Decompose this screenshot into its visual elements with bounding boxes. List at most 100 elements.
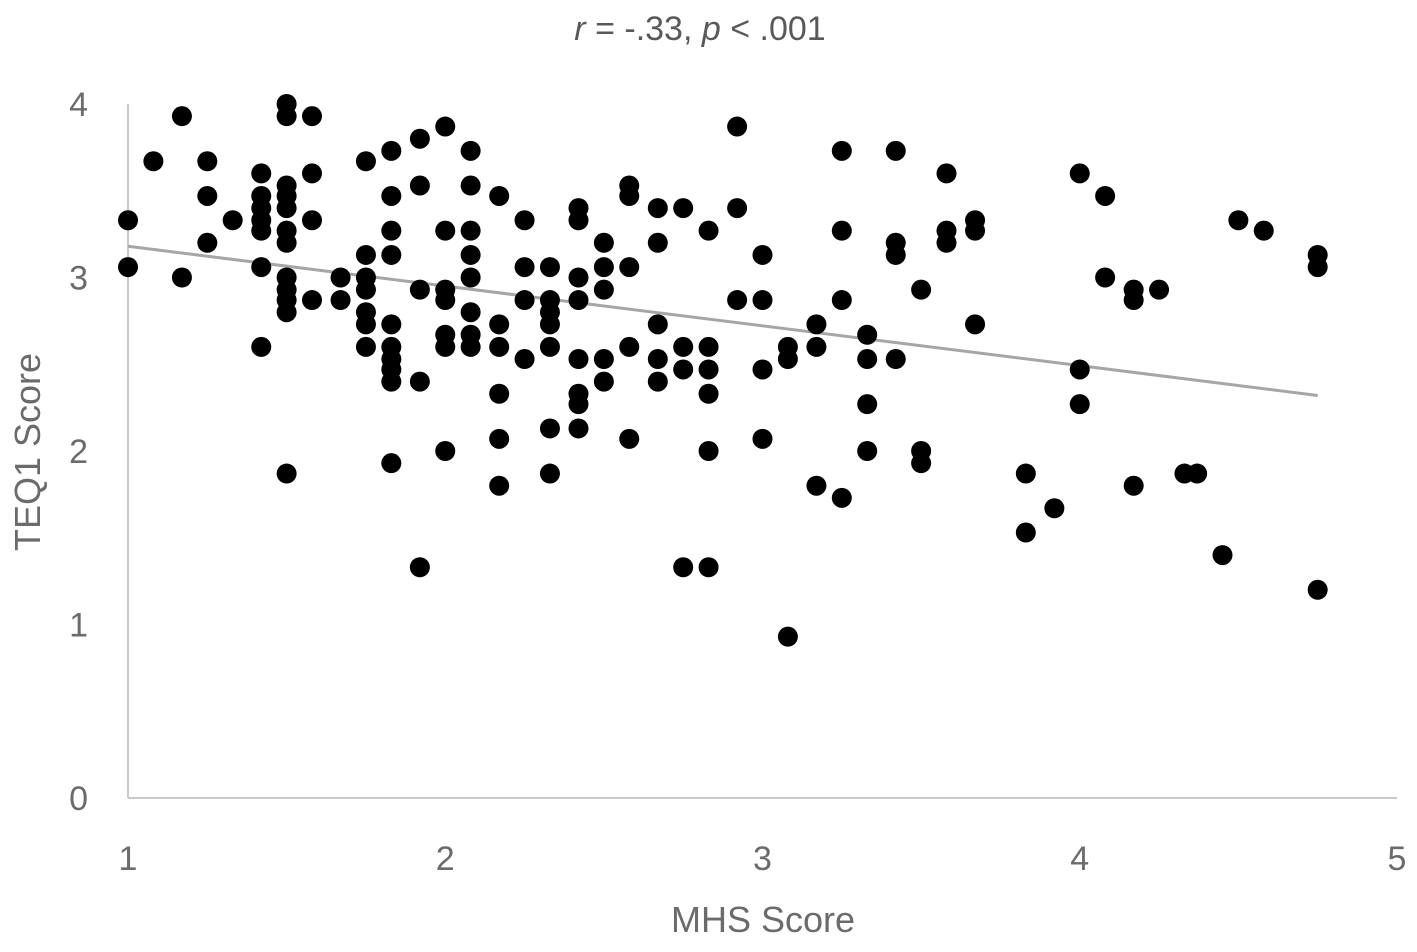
data-point bbox=[1069, 163, 1090, 184]
data-point bbox=[1015, 463, 1036, 484]
data-point bbox=[698, 383, 719, 404]
data-point bbox=[857, 441, 878, 461]
data-point bbox=[276, 302, 297, 323]
data-point bbox=[1069, 394, 1090, 415]
data-point bbox=[673, 336, 694, 357]
data-point bbox=[885, 140, 906, 161]
title-p-symbol: p bbox=[701, 10, 721, 48]
data-point bbox=[698, 557, 719, 578]
data-point bbox=[381, 220, 402, 241]
data-point bbox=[1253, 220, 1274, 241]
data-point bbox=[1307, 257, 1328, 278]
data-point bbox=[489, 185, 510, 206]
data-point bbox=[1123, 290, 1144, 311]
data-point bbox=[355, 279, 376, 300]
data-point bbox=[302, 163, 323, 184]
data-point bbox=[647, 198, 668, 219]
data-point bbox=[831, 290, 852, 311]
data-point bbox=[1187, 463, 1208, 484]
data-point bbox=[514, 349, 535, 370]
data-point bbox=[857, 324, 878, 345]
data-point bbox=[276, 232, 297, 253]
data-point bbox=[539, 257, 560, 278]
data-point bbox=[1095, 185, 1116, 206]
data-point bbox=[806, 475, 827, 496]
data-point bbox=[568, 210, 589, 231]
axes bbox=[127, 104, 1397, 799]
data-point bbox=[302, 290, 323, 311]
data-point bbox=[1228, 210, 1249, 231]
y-tick-labels: 0 1 2 3 4 bbox=[69, 86, 88, 818]
y-tick-label: 0 bbox=[69, 780, 88, 818]
data-point bbox=[539, 336, 560, 357]
data-point bbox=[965, 220, 986, 241]
data-point bbox=[806, 336, 827, 357]
trendline-layer bbox=[127, 244, 1318, 397]
data-point bbox=[831, 487, 852, 508]
x-tick-label: 5 bbox=[1388, 840, 1407, 878]
data-point bbox=[568, 394, 589, 415]
data-point bbox=[355, 151, 376, 172]
data-point bbox=[619, 336, 640, 357]
data-point bbox=[1149, 279, 1170, 300]
x-tick-label: 4 bbox=[1070, 840, 1089, 878]
data-point bbox=[197, 185, 218, 206]
data-point bbox=[539, 418, 560, 439]
data-point bbox=[568, 418, 589, 439]
data-point bbox=[885, 349, 906, 370]
data-point bbox=[409, 128, 430, 149]
data-point bbox=[673, 359, 694, 380]
data-point bbox=[514, 257, 535, 278]
data-point bbox=[698, 220, 719, 241]
x-tick-label: 2 bbox=[436, 840, 455, 878]
data-point bbox=[698, 359, 719, 380]
data-point bbox=[911, 453, 932, 474]
data-point bbox=[276, 106, 297, 127]
data-point bbox=[936, 232, 957, 253]
x-axis-title: MHS Score bbox=[671, 899, 855, 940]
data-point bbox=[539, 463, 560, 484]
data-point bbox=[381, 314, 402, 335]
data-point bbox=[409, 371, 430, 392]
y-axis-title: TEQ1 Score bbox=[7, 353, 48, 551]
data-point bbox=[460, 220, 481, 241]
data-point bbox=[381, 140, 402, 161]
data-point bbox=[276, 463, 297, 484]
data-point bbox=[330, 290, 351, 311]
data-point bbox=[514, 210, 535, 231]
data-point bbox=[539, 314, 560, 335]
data-point bbox=[171, 267, 192, 288]
data-point bbox=[381, 244, 402, 265]
data-point bbox=[460, 336, 481, 357]
y-tick-label: 1 bbox=[69, 607, 88, 645]
data-point bbox=[143, 151, 164, 172]
data-point bbox=[435, 116, 456, 137]
data-point bbox=[619, 257, 640, 278]
data-point bbox=[171, 106, 192, 127]
data-point bbox=[460, 140, 481, 161]
data-point bbox=[251, 257, 272, 278]
data-point bbox=[568, 267, 589, 288]
data-point bbox=[619, 185, 640, 206]
data-point bbox=[698, 336, 719, 357]
points-layer bbox=[118, 94, 1328, 647]
data-point bbox=[831, 140, 852, 161]
data-point bbox=[276, 198, 297, 219]
data-point bbox=[936, 163, 957, 184]
x-tick-label: 3 bbox=[753, 840, 772, 878]
chart-title: r = -.33, p < .001 bbox=[574, 10, 825, 48]
data-point bbox=[197, 232, 218, 253]
data-point bbox=[460, 175, 481, 196]
data-point bbox=[593, 232, 614, 253]
data-point bbox=[1069, 359, 1090, 380]
data-point bbox=[118, 257, 138, 278]
data-point bbox=[727, 290, 748, 311]
data-point bbox=[251, 163, 272, 184]
data-point bbox=[489, 314, 510, 335]
data-point bbox=[777, 349, 798, 370]
data-point bbox=[647, 349, 668, 370]
data-point bbox=[514, 290, 535, 311]
data-point bbox=[355, 244, 376, 265]
data-point bbox=[673, 557, 694, 578]
